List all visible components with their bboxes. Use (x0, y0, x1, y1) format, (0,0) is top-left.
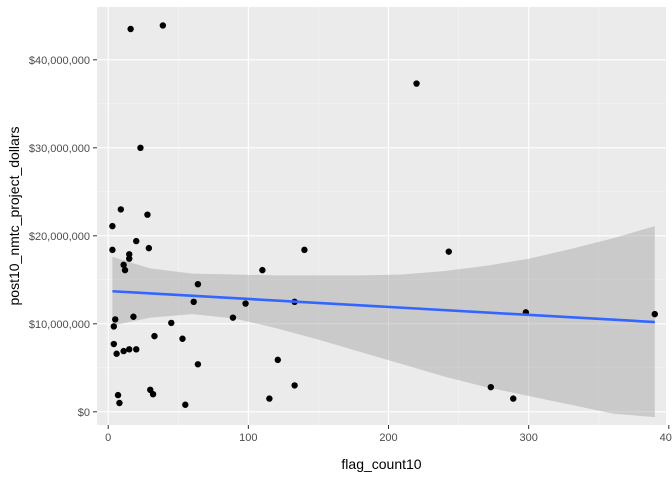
x-tick-label: 0 (105, 432, 111, 444)
data-point (445, 248, 452, 255)
data-point (133, 346, 140, 353)
data-point (151, 332, 158, 340)
data-point (242, 300, 249, 307)
data-point (159, 22, 167, 29)
data-point (144, 211, 151, 218)
data-point (121, 266, 129, 274)
data-point (126, 346, 133, 353)
y-tick-label: $40,000,000 (29, 55, 90, 67)
plot-panel (97, 7, 666, 425)
data-point (229, 314, 237, 321)
data-point (190, 298, 197, 305)
major-gridlines (97, 7, 670, 425)
data-point (133, 237, 140, 245)
x-axis-ticks: 0 100 200 300 400 (105, 425, 672, 444)
data-point (126, 255, 133, 262)
y-tick-label: $30,000,000 (29, 143, 90, 155)
data-point (117, 206, 125, 213)
data-point (127, 25, 134, 33)
data-point (110, 323, 118, 330)
y-tick-label: $10,000,000 (29, 319, 90, 331)
data-point (126, 251, 133, 258)
data-point (179, 335, 186, 342)
data-point (114, 391, 122, 399)
data-point (109, 246, 116, 254)
data-point (413, 80, 420, 87)
points-layer (109, 22, 658, 408)
data-point (149, 391, 157, 398)
data-point (110, 340, 118, 348)
data-point (274, 356, 281, 364)
minor-gridlines (97, 7, 666, 425)
data-point (301, 246, 308, 254)
y-tick-label: $20,000,000 (29, 231, 90, 243)
data-point (137, 144, 144, 151)
data-point (182, 401, 189, 408)
x-axis-title: flag_count10 (341, 456, 421, 472)
regression-line (112, 289, 655, 324)
data-point (266, 395, 273, 402)
x-tick-label: 300 (519, 432, 537, 444)
data-point (168, 319, 175, 327)
y-axis-title: post10_nmtc_project_dollars (6, 127, 22, 306)
data-point (112, 316, 119, 323)
data-point (113, 350, 120, 357)
confidence-ribbon (112, 226, 655, 418)
x-tick-label: 100 (239, 432, 257, 444)
y-tick-label: $0 (78, 407, 90, 419)
fit-line-layer (112, 289, 655, 324)
x-tick-label: 400 (660, 432, 672, 444)
data-point (259, 266, 266, 274)
data-point (651, 310, 658, 318)
data-point (510, 395, 517, 402)
data-point (130, 313, 137, 320)
data-point (109, 222, 116, 230)
x-tick-label: 200 (379, 432, 397, 444)
data-point (120, 261, 127, 269)
data-point (116, 399, 123, 407)
data-point (120, 347, 127, 355)
confidence-ribbon-layer (112, 226, 655, 418)
data-point (145, 244, 153, 252)
data-point (194, 361, 202, 368)
data-point (291, 382, 298, 389)
data-point (487, 383, 495, 391)
y-axis-ticks: $0 $10,000,000 $20,000,000 $30,000,000 $40,0… (29, 55, 97, 419)
data-point (194, 281, 202, 288)
